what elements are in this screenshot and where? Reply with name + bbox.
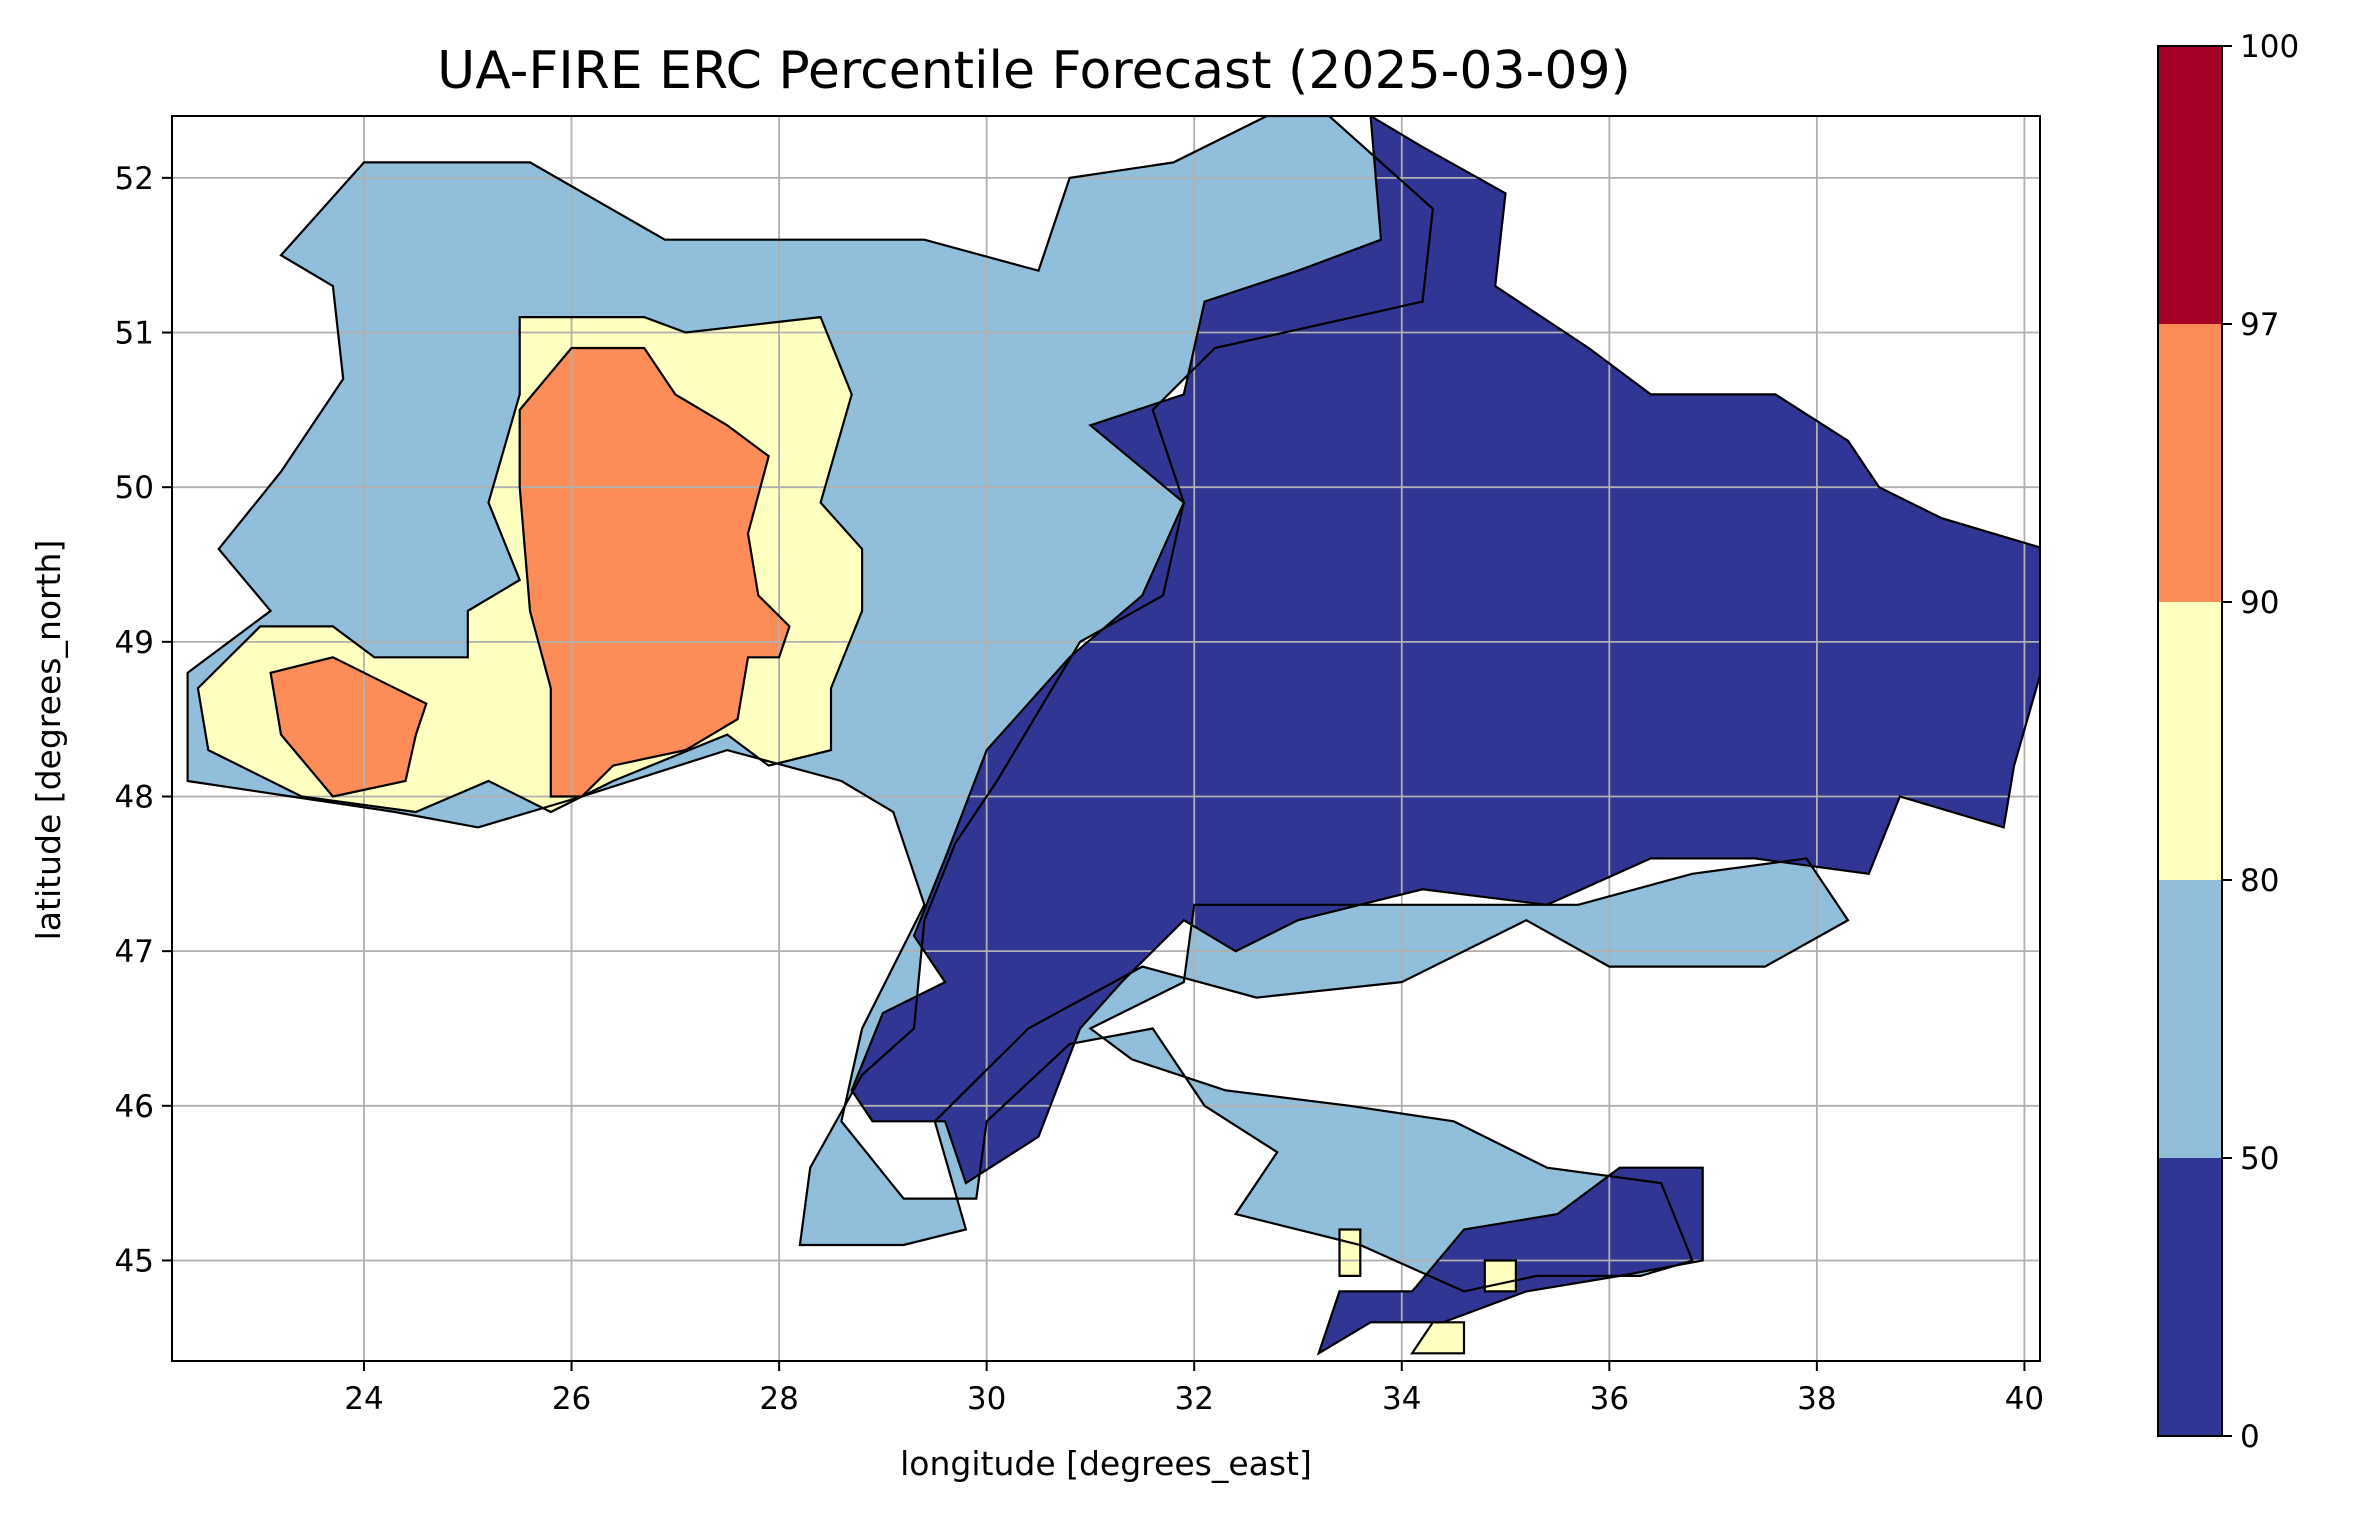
colorbar-tick-label: 97 bbox=[2240, 307, 2279, 343]
x-tick-label: 40 bbox=[2005, 1381, 2044, 1417]
x-tick-label: 32 bbox=[1174, 1381, 1213, 1417]
region-class-80-90-6 bbox=[1339, 1229, 1361, 1276]
x-axis: 24 26 28 30 32 34 36 38 40 bbox=[344, 1361, 2044, 1417]
y-tick-label: 51 bbox=[115, 316, 154, 352]
y-tick-label: 49 bbox=[115, 625, 154, 661]
region-class-90-97-3 bbox=[270, 657, 427, 797]
x-tick-label: 30 bbox=[967, 1381, 1006, 1417]
region-class-0-50-4 bbox=[851, 116, 2040, 1184]
border-line-1 bbox=[196, 315, 864, 814]
border-line-0 bbox=[186, 116, 1850, 1293]
y-tick-label: 50 bbox=[115, 470, 154, 506]
border-line-8 bbox=[1483, 1259, 1518, 1293]
colorbar-tick-label: 90 bbox=[2240, 585, 2279, 621]
colorbar-segment bbox=[2158, 46, 2222, 324]
border-line-6 bbox=[1338, 1228, 1362, 1278]
x-tick-label: 34 bbox=[1382, 1381, 1421, 1417]
colorbar-tick-label: 0 bbox=[2240, 1419, 2260, 1455]
plot-frame bbox=[171, 115, 2041, 1362]
region-class-80-90-7 bbox=[1412, 1322, 1464, 1354]
x-tick-label: 24 bbox=[344, 1381, 383, 1417]
colorbar-tick-label: 50 bbox=[2240, 1141, 2279, 1177]
map-plot-area bbox=[187, 116, 2040, 1354]
region-borders bbox=[186, 116, 2040, 1356]
colorbar-segment bbox=[2158, 1158, 2222, 1436]
x-axis-label: longitude [degrees_east] bbox=[900, 1444, 1312, 1483]
colorbar: 0 50 80 90 97 100 bbox=[2157, 29, 2299, 1455]
x-tick-label: 38 bbox=[1797, 1381, 1836, 1417]
y-tick-label: 52 bbox=[115, 161, 154, 197]
x-tick-label: 36 bbox=[1590, 1381, 1629, 1417]
colorbar-segment bbox=[2158, 324, 2222, 602]
colorbar-tick-label: 100 bbox=[2240, 29, 2299, 65]
border-line-7 bbox=[1410, 1321, 1466, 1355]
colorbar-frame bbox=[2157, 45, 2223, 1437]
colorbar-tick-label: 80 bbox=[2240, 863, 2279, 899]
x-tick-label: 28 bbox=[759, 1381, 798, 1417]
y-tick-label: 47 bbox=[115, 934, 154, 970]
region-class-90-97-2 bbox=[519, 348, 790, 797]
border-line-4 bbox=[850, 116, 2040, 1185]
y-axis-label: latitude [degrees_north] bbox=[29, 540, 68, 941]
x-tick-label: 26 bbox=[552, 1381, 591, 1417]
y-axis: 45 46 47 48 49 50 51 52 bbox=[115, 161, 172, 1279]
y-tick-label: 48 bbox=[115, 779, 154, 815]
region-class-80-90-8 bbox=[1484, 1260, 1516, 1292]
colorbar-segment bbox=[2158, 880, 2222, 1158]
y-tick-label: 46 bbox=[115, 1089, 154, 1125]
gridlines bbox=[172, 116, 2040, 1361]
colorbar-segment bbox=[2158, 602, 2222, 880]
y-tick-label: 45 bbox=[115, 1243, 154, 1279]
chart-title: UA-FIRE ERC Percentile Forecast (2025-03… bbox=[437, 41, 1631, 101]
border-line-3 bbox=[269, 656, 428, 798]
border-line-2 bbox=[518, 346, 791, 798]
